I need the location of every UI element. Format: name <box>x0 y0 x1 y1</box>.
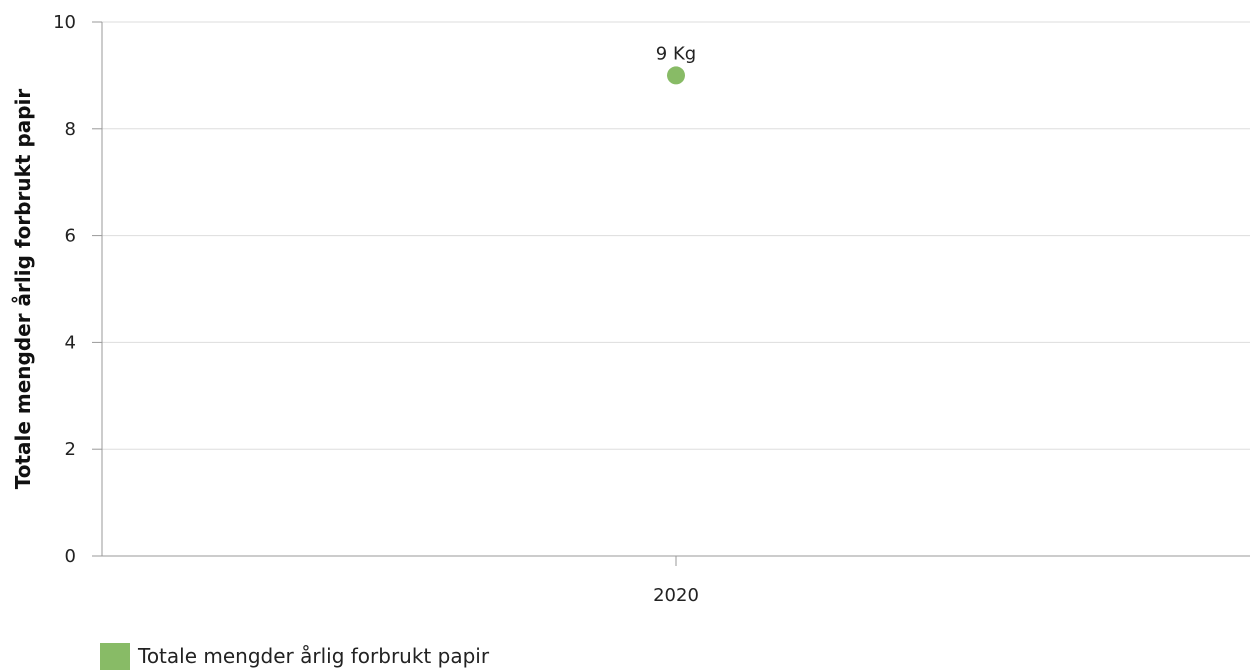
y-tick-label: 2 <box>65 439 76 460</box>
y-tick-label: 4 <box>65 332 76 353</box>
legend-label: Totale mengder årlig forbrukt papir <box>138 644 489 668</box>
y-tick-label: 6 <box>65 226 76 247</box>
legend-swatch <box>100 643 130 670</box>
y-tick-label: 0 <box>65 546 76 567</box>
y-axis-title: Totale mengder årlig forbrukt papir <box>11 89 35 490</box>
data-label: 9 Kg <box>656 43 696 64</box>
axes <box>92 22 1250 566</box>
x-tick-labels: 2020 <box>653 585 699 606</box>
x-tick-label: 2020 <box>653 585 699 606</box>
y-tick-label: 10 <box>53 12 76 33</box>
y-tick-label: 8 <box>65 119 76 140</box>
legend: Totale mengder årlig forbrukt papir <box>100 642 489 670</box>
data-point <box>667 66 685 84</box>
data-points <box>667 66 685 84</box>
grid <box>102 22 1250 449</box>
y-tick-labels: 0 2 4 6 8 10 <box>53 12 76 567</box>
data-labels: 9 Kg <box>656 43 696 64</box>
